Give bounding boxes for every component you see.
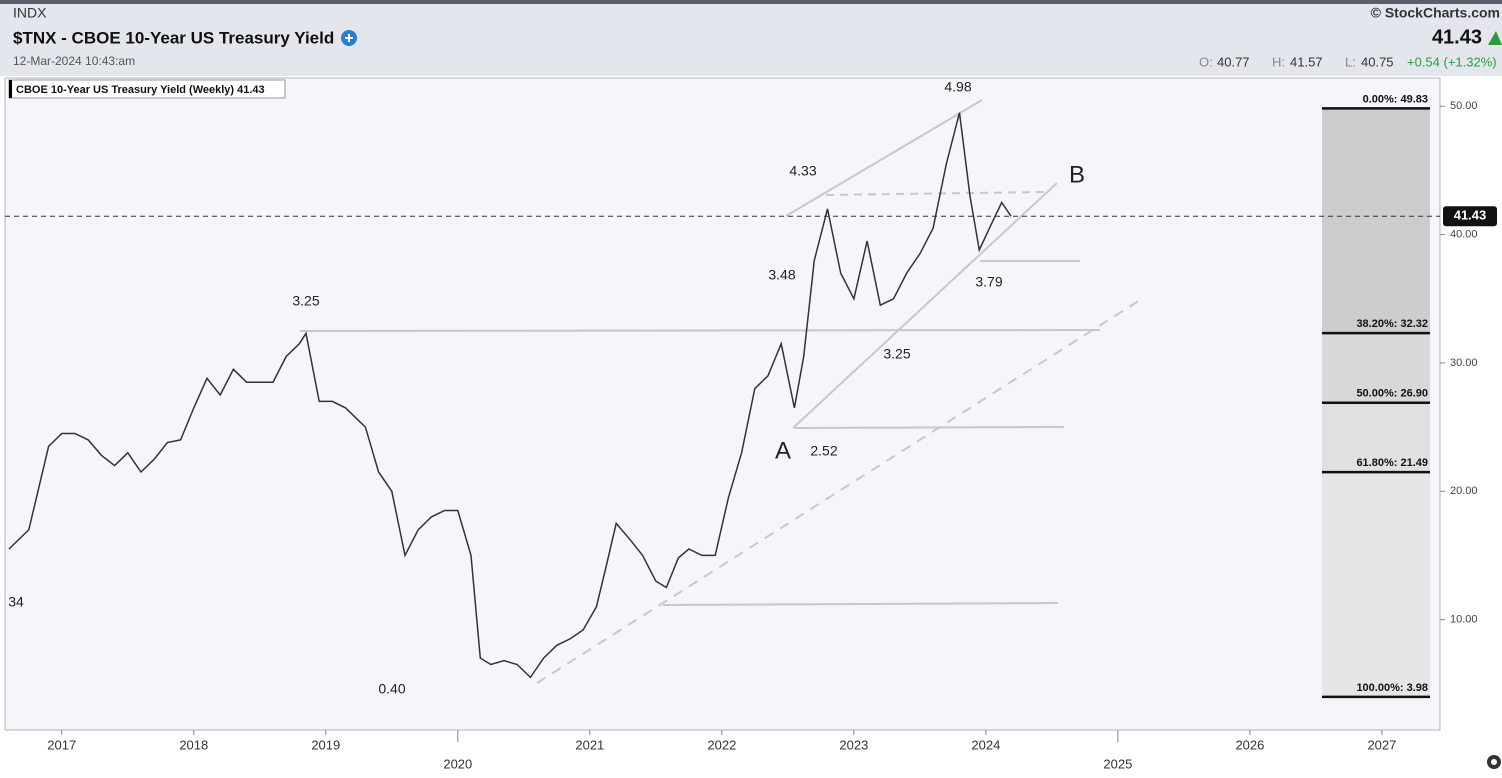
x-tick-label: 2017 — [47, 737, 76, 752]
fib-label: 0.00%: 49.83 — [1363, 93, 1428, 105]
legend-name: CBOE 10-Year US Treasury Yield (Weekly) — [16, 84, 234, 96]
annotation: 4.98 — [944, 79, 971, 95]
annotation: 2.52 — [810, 443, 837, 459]
fib-zones: 0.00%: 49.83 38.20%: 32.32 50.00%: 26.90 61… — [1322, 93, 1430, 699]
annotation: 4.33 — [789, 163, 816, 179]
annotation: 3.48 — [768, 267, 795, 283]
y-tick-label: 50.00 — [1450, 100, 1478, 112]
fib-label: 38.20%: 32.32 — [1356, 318, 1428, 330]
fib-label: 50.00%: 26.90 — [1356, 388, 1428, 400]
trendlines — [299, 99, 1141, 684]
legend-label: CBOE 10-Year US Treasury Yield (Weekly) … — [16, 84, 265, 96]
top-bar — [0, 0, 1502, 4]
up-arrow — [1488, 31, 1502, 45]
last-price-tag: 41.43 — [1454, 208, 1487, 223]
settings-icon[interactable] — [1487, 755, 1501, 769]
timestamp: 12-Mar-2024 10:43:am — [13, 54, 135, 68]
x-tick-label: 2026 — [1235, 737, 1264, 752]
fib-zone — [1322, 402, 1430, 473]
symbol-title: $TNX - CBOE 10-Year US Treasury Yield — [13, 28, 334, 47]
high-label: H: — [1272, 54, 1285, 69]
x-tick-label: 2027 — [1367, 737, 1396, 752]
x-tick-label: 2020 — [443, 756, 472, 771]
annotation: 0.40 — [378, 681, 405, 697]
header-bg — [0, 0, 1502, 76]
x-tick-label: 2021 — [575, 737, 604, 752]
annotation: 34 — [8, 594, 24, 610]
x-tick-label: 2024 — [971, 737, 1000, 752]
open-label: O: — [1199, 54, 1213, 69]
annotation: 3.25 — [292, 293, 319, 309]
legend-last: 41.43 — [237, 84, 265, 96]
fib-zone — [1322, 333, 1430, 403]
annotation: 3.25 — [883, 346, 910, 362]
x-tick-label: 2023 — [839, 737, 868, 752]
y-tick-label: 20.00 — [1450, 485, 1478, 497]
x-tick-label: 2018 — [179, 737, 208, 752]
annotation: A — [775, 437, 791, 464]
low-value: 40.75 — [1361, 54, 1394, 69]
add-button[interactable] — [341, 30, 357, 46]
legend: CBOE 10-Year US Treasury Yield (Weekly) … — [8, 79, 286, 99]
plot-area — [4, 77, 1441, 731]
last-price-tag-bg — [1443, 206, 1497, 227]
annotation: B — [1069, 161, 1085, 188]
fib-zone — [1322, 472, 1430, 697]
price-line — [8, 112, 1012, 679]
fib-zone — [1322, 108, 1430, 334]
x-tick-label: 2019 — [311, 737, 340, 752]
x-tick-label: 2022 — [707, 737, 736, 752]
open-value: 40.77 — [1217, 54, 1250, 69]
y-tick-label: 30.00 — [1450, 357, 1478, 369]
annotation: 3.79 — [975, 274, 1002, 290]
high-value: 41.57 — [1290, 54, 1323, 69]
fib-label: 100.00%: 3.98 — [1356, 682, 1428, 694]
fib-label: 61.80%: 21.49 — [1356, 457, 1428, 469]
y-tick-label: 40.00 — [1450, 228, 1478, 240]
exchange: INDX — [13, 5, 47, 21]
x-tick-label: 2025 — [1103, 756, 1132, 771]
brand: © StockCharts.com — [1371, 5, 1500, 21]
last-price: 41.43 — [1432, 26, 1482, 48]
change: +0.54 (+1.32%) — [1407, 54, 1497, 69]
y-tick-label: 10.00 — [1450, 614, 1478, 626]
low-label: L: — [1345, 54, 1356, 69]
